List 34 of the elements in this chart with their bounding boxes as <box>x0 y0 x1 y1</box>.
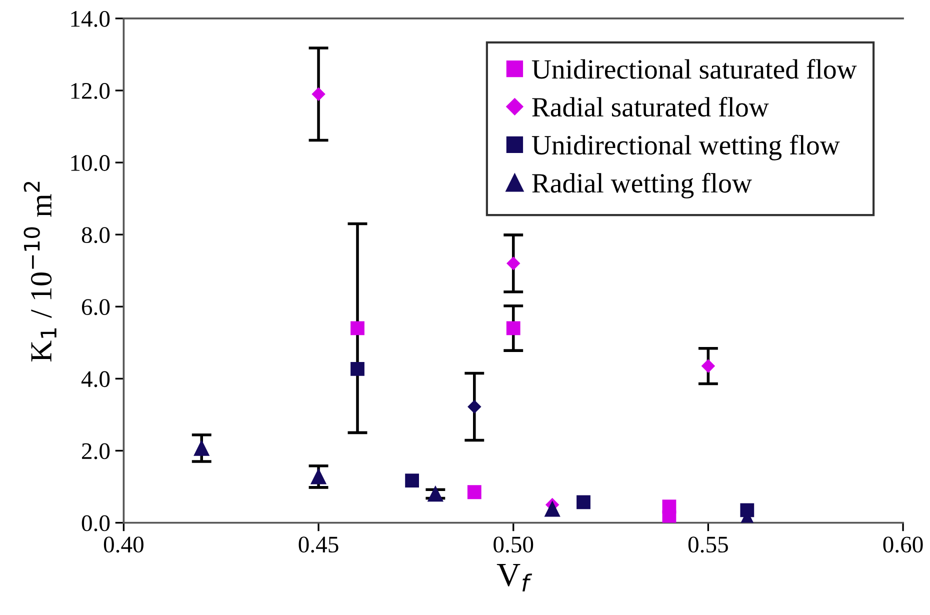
point <box>662 510 676 523</box>
point <box>428 486 444 502</box>
legend-label: Unidirectional wetting flow <box>532 134 840 160</box>
point <box>350 321 364 336</box>
y-tick-label: 14.0 <box>71 10 110 27</box>
x-tick-label: 0.50 <box>494 536 534 553</box>
x-tick-label: 0.40 <box>104 536 144 553</box>
y-tick-label: 2.0 <box>82 443 110 460</box>
legend-label: Unidirectional saturated flow <box>532 58 857 79</box>
x-tick-label: 0.45 <box>298 536 338 553</box>
y-axis-title: K$_{1}$ / 10$^{−10}$ m$^{2}$ <box>24 182 56 362</box>
point <box>506 321 520 336</box>
x-axis-title: V$_{f}$ <box>496 564 532 592</box>
point <box>405 474 419 488</box>
x-tick-label: 0.55 <box>688 536 728 553</box>
point <box>350 362 364 376</box>
y-tick-label: 12.0 <box>71 82 110 100</box>
point <box>702 359 715 373</box>
point <box>576 495 590 510</box>
point <box>467 485 482 500</box>
y-tick-label: 10.0 <box>71 155 110 172</box>
legend-label: Radial wetting flow <box>532 172 752 198</box>
y-tick-label: 6.0 <box>82 299 110 316</box>
y-tick-label: 4.0 <box>81 371 110 388</box>
point <box>506 256 520 270</box>
point <box>468 400 481 414</box>
x-tick-label: 0.60 <box>883 536 923 553</box>
y-tick-label: 8.0 <box>82 227 110 244</box>
point <box>310 469 326 484</box>
legend-label: Radial saturated flow <box>532 96 769 117</box>
y-tick-label: 0.0 <box>82 515 110 532</box>
point <box>312 88 326 101</box>
point <box>544 501 560 517</box>
point <box>194 440 210 456</box>
